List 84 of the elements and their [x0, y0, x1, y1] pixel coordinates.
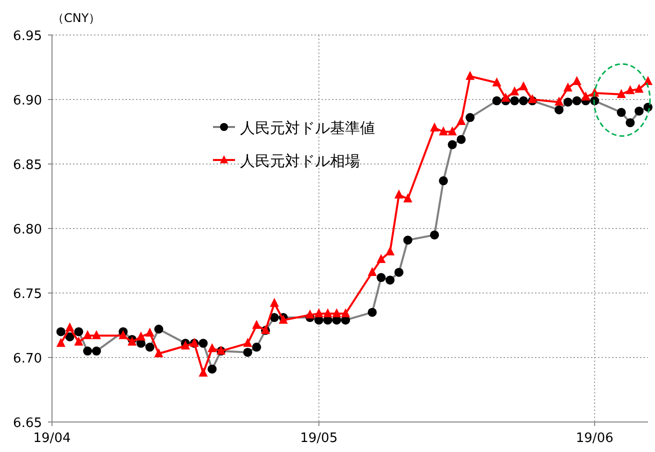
point	[616, 88, 626, 98]
point	[572, 96, 582, 106]
point	[386, 276, 395, 285]
point	[154, 324, 164, 334]
x-tick-label: 19/06	[576, 431, 614, 446]
point	[386, 246, 395, 256]
y-axis-title: （CNY）	[52, 11, 101, 25]
point	[456, 134, 466, 144]
point	[83, 330, 92, 340]
point	[466, 70, 475, 80]
y-tick-label: 6.75	[13, 287, 42, 302]
point	[74, 336, 84, 346]
point	[314, 308, 324, 318]
y-tick-label: 6.95	[13, 29, 42, 44]
point	[270, 298, 279, 307]
point	[65, 322, 74, 332]
point	[581, 92, 590, 101]
point	[368, 308, 377, 317]
y-tick-label: 6.70	[13, 352, 42, 366]
point	[92, 330, 101, 340]
point	[208, 343, 217, 352]
point	[403, 193, 412, 202]
y-tick-label: 6.85	[13, 158, 42, 173]
point	[554, 96, 564, 106]
point	[403, 236, 412, 245]
point	[270, 313, 279, 322]
point	[518, 96, 528, 106]
point	[644, 76, 652, 86]
point	[572, 76, 582, 86]
legend-label: 人民元対ドル基準値	[240, 119, 375, 137]
point	[243, 338, 252, 347]
point	[518, 81, 528, 90]
point	[305, 310, 314, 319]
point	[92, 346, 101, 356]
point	[492, 96, 502, 106]
point	[563, 82, 572, 92]
point	[438, 176, 448, 186]
point	[430, 230, 440, 240]
point	[118, 330, 128, 340]
point	[394, 190, 404, 199]
point	[136, 331, 146, 340]
point	[616, 108, 626, 117]
point	[323, 308, 332, 318]
point	[394, 268, 404, 277]
point	[332, 308, 342, 318]
point	[510, 86, 520, 96]
point	[634, 106, 644, 116]
point	[154, 348, 164, 358]
point	[438, 126, 448, 136]
point	[368, 266, 377, 276]
point	[563, 98, 572, 107]
legend-label: 人民元対ドル相場	[240, 152, 360, 170]
point	[252, 342, 262, 352]
point	[626, 85, 635, 94]
x-tick-label: 19/04	[33, 431, 71, 446]
point	[492, 77, 502, 86]
y-tick-label: 6.65	[13, 416, 42, 431]
point	[145, 328, 154, 337]
point	[430, 122, 440, 132]
point	[341, 308, 350, 318]
y-tick-label: 6.80	[13, 222, 42, 238]
point	[145, 342, 154, 352]
point	[510, 96, 520, 106]
x-tick-label: 19/05	[300, 431, 338, 446]
point	[252, 320, 262, 329]
point	[208, 364, 217, 374]
point	[448, 140, 457, 150]
point	[376, 273, 386, 282]
point	[456, 116, 466, 126]
point	[376, 254, 386, 264]
point	[56, 338, 66, 347]
point	[448, 126, 457, 136]
point	[83, 346, 92, 356]
point	[198, 338, 208, 348]
point	[501, 92, 510, 102]
point	[74, 327, 84, 336]
point	[56, 327, 66, 336]
point	[634, 84, 644, 93]
point	[243, 348, 252, 357]
point	[554, 105, 564, 114]
y-tick-label: 6.90	[13, 94, 42, 108]
point	[466, 113, 475, 122]
point	[626, 118, 635, 128]
point	[198, 368, 208, 377]
